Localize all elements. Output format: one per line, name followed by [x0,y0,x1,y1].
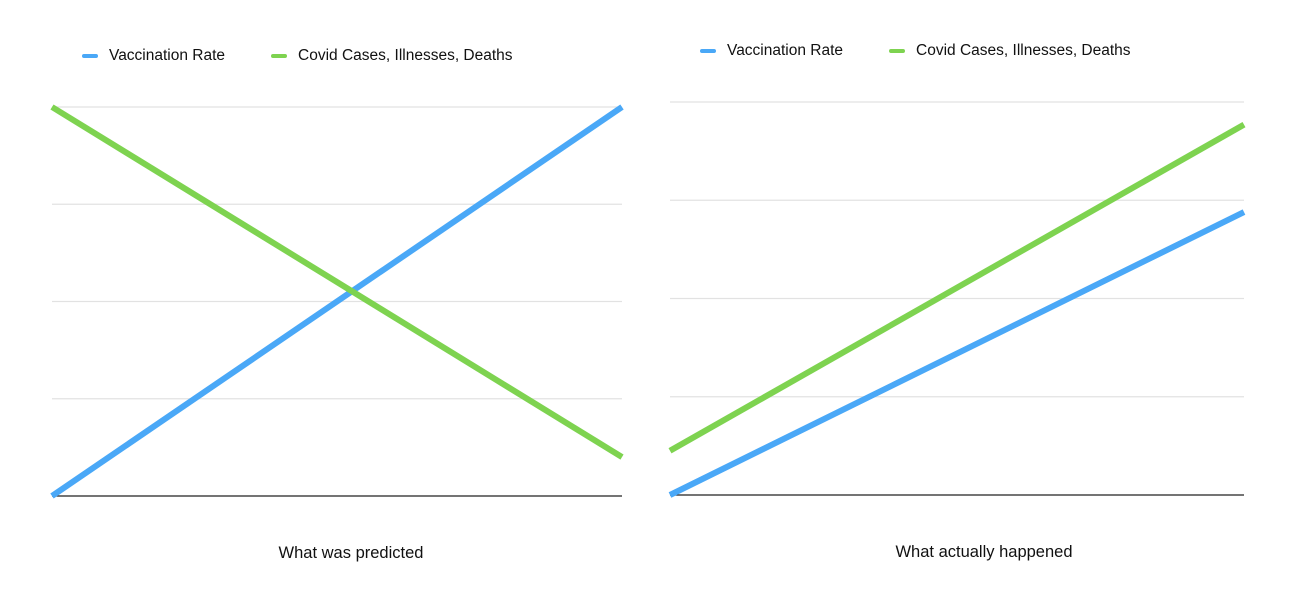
legend-swatch-blue [82,54,98,58]
chart-title-predicted: What was predicted [278,544,424,562]
legend-swatch-blue [700,49,716,53]
legend-label: Covid Cases, Illnesses, Deaths [916,42,1131,59]
legend-label: Vaccination Rate [727,42,844,59]
legend-item-covid: Covid Cases, Illnesses, Deaths [271,47,513,65]
chart-title-actual: What actually happened [895,543,1073,561]
legend-item-vaccination: Vaccination Rate [82,47,225,65]
legend-swatch-green [889,49,906,53]
legend-label: Vaccination Rate [109,47,226,64]
legend-label: Covid Cases, Illnesses, Deaths [298,47,513,64]
legend-right: Vaccination Rate Covid Cases, Illnesses,… [700,42,1177,60]
legend-item-vaccination: Vaccination Rate [700,42,843,60]
legend-swatch-green [271,54,288,58]
series-line-vaccination-rate [50,104,624,499]
series-line-covid-cases [50,104,624,460]
series-line-vaccination-rate [668,209,1246,498]
series-line-covid-cases [668,121,1246,454]
legend-left: Vaccination Rate Covid Cases, Illnesses,… [82,47,559,65]
legend-item-covid: Covid Cases, Illnesses, Deaths [889,42,1131,60]
